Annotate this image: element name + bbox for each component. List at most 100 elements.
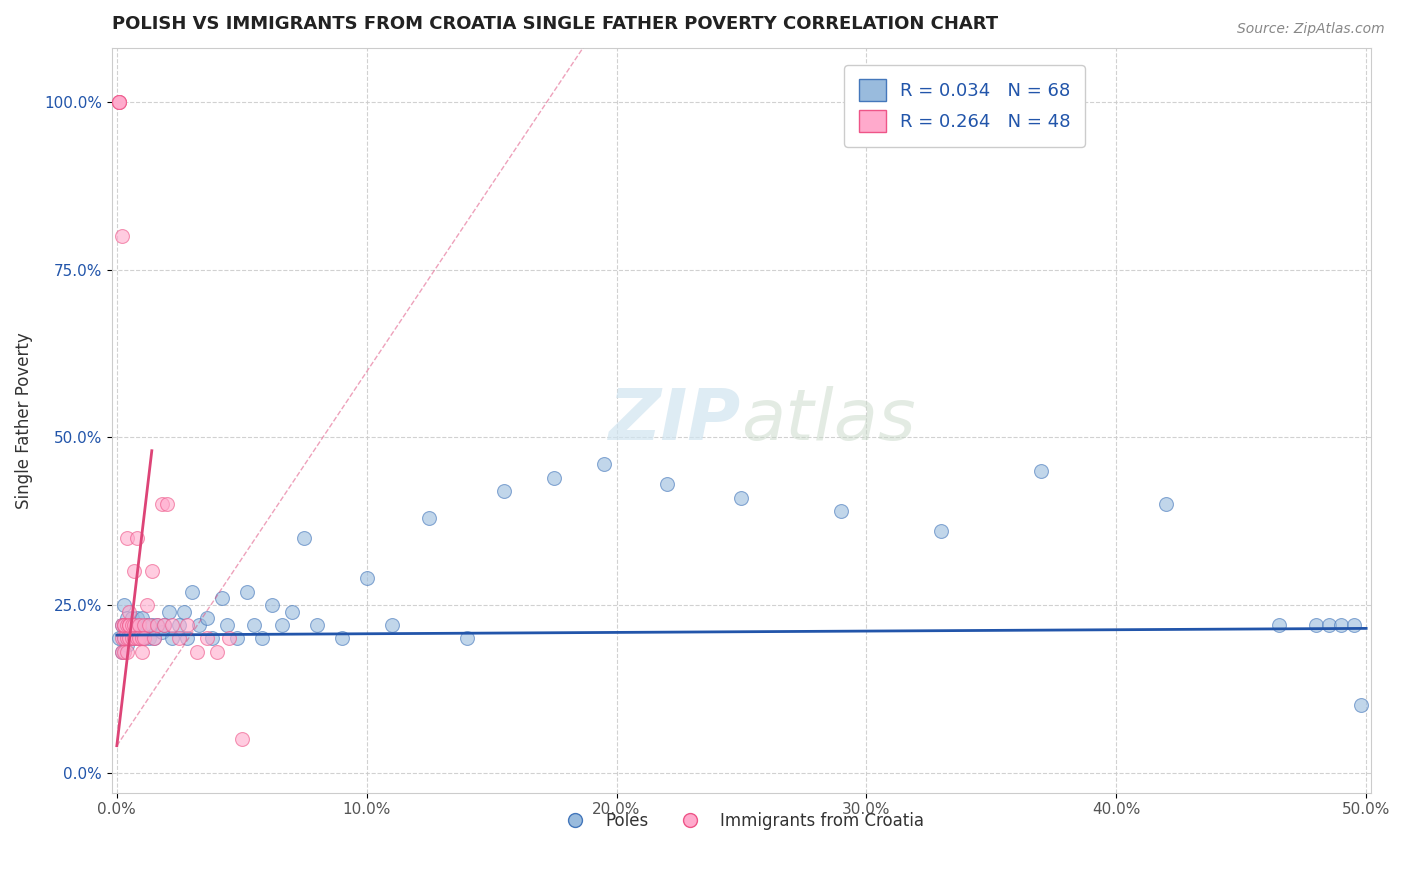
Point — [173, 605, 195, 619]
Point — [830, 504, 852, 518]
Y-axis label: Single Father Poverty: Single Father Poverty — [15, 332, 32, 509]
Point — [108, 632, 131, 646]
Point — [143, 632, 166, 646]
Point — [111, 618, 134, 632]
Point — [186, 645, 208, 659]
Point — [121, 618, 143, 632]
Point — [456, 632, 478, 646]
Point — [111, 229, 134, 244]
Point — [153, 618, 176, 632]
Point — [418, 510, 440, 524]
Point — [330, 632, 353, 646]
Point — [111, 632, 134, 646]
Point — [1317, 618, 1340, 632]
Point — [205, 645, 228, 659]
Point — [260, 598, 283, 612]
Point — [112, 618, 135, 632]
Point — [111, 645, 134, 659]
Point — [134, 632, 156, 646]
Point — [112, 618, 135, 632]
Point — [494, 483, 516, 498]
Point — [730, 491, 752, 505]
Point — [128, 632, 150, 646]
Point — [115, 531, 138, 545]
Point — [218, 632, 240, 646]
Point — [931, 524, 953, 538]
Point — [111, 618, 134, 632]
Point — [356, 571, 378, 585]
Point — [115, 638, 138, 652]
Point — [125, 611, 148, 625]
Point — [128, 632, 150, 646]
Point — [153, 618, 176, 632]
Point — [112, 632, 135, 646]
Point — [543, 470, 565, 484]
Point — [124, 618, 146, 632]
Point — [1267, 618, 1289, 632]
Point — [108, 95, 131, 109]
Point — [195, 632, 218, 646]
Point — [131, 611, 153, 625]
Point — [157, 605, 180, 619]
Point — [141, 565, 163, 579]
Point — [124, 565, 146, 579]
Point — [180, 584, 202, 599]
Point — [125, 624, 148, 639]
Point — [108, 95, 131, 109]
Point — [143, 632, 166, 646]
Point — [211, 591, 233, 606]
Legend: Poles, Immigrants from Croatia: Poles, Immigrants from Croatia — [553, 805, 931, 837]
Point — [236, 584, 259, 599]
Point — [124, 632, 146, 646]
Point — [108, 95, 131, 109]
Point — [156, 497, 179, 511]
Point — [112, 645, 135, 659]
Point — [201, 632, 224, 646]
Point — [124, 632, 146, 646]
Text: Source: ZipAtlas.com: Source: ZipAtlas.com — [1237, 22, 1385, 37]
Point — [121, 632, 143, 646]
Point — [131, 632, 153, 646]
Point — [150, 497, 173, 511]
Text: ZIP: ZIP — [609, 386, 741, 455]
Point — [138, 618, 160, 632]
Point — [225, 632, 247, 646]
Point — [305, 618, 328, 632]
Point — [169, 618, 191, 632]
Point — [381, 618, 404, 632]
Point — [125, 632, 148, 646]
Point — [1343, 618, 1365, 632]
Point — [1154, 497, 1177, 511]
Point — [131, 645, 153, 659]
Point — [118, 618, 141, 632]
Point — [655, 477, 678, 491]
Point — [176, 618, 198, 632]
Point — [243, 618, 266, 632]
Point — [128, 618, 150, 632]
Point — [176, 632, 198, 646]
Point — [160, 618, 183, 632]
Point — [1305, 618, 1327, 632]
Point — [118, 632, 141, 646]
Point — [124, 618, 146, 632]
Point — [135, 598, 157, 612]
Text: atlas: atlas — [741, 386, 917, 455]
Point — [115, 645, 138, 659]
Point — [195, 611, 218, 625]
Point — [115, 632, 138, 646]
Point — [150, 624, 173, 639]
Point — [160, 632, 183, 646]
Point — [135, 618, 157, 632]
Text: POLISH VS IMMIGRANTS FROM CROATIA SINGLE FATHER POVERTY CORRELATION CHART: POLISH VS IMMIGRANTS FROM CROATIA SINGLE… — [112, 15, 998, 33]
Point — [118, 618, 141, 632]
Point — [118, 605, 141, 619]
Point — [292, 531, 315, 545]
Point — [138, 632, 160, 646]
Point — [131, 624, 153, 639]
Point — [270, 618, 292, 632]
Point — [111, 645, 134, 659]
Point — [1330, 618, 1353, 632]
Point — [134, 618, 156, 632]
Point — [125, 531, 148, 545]
Point — [146, 618, 169, 632]
